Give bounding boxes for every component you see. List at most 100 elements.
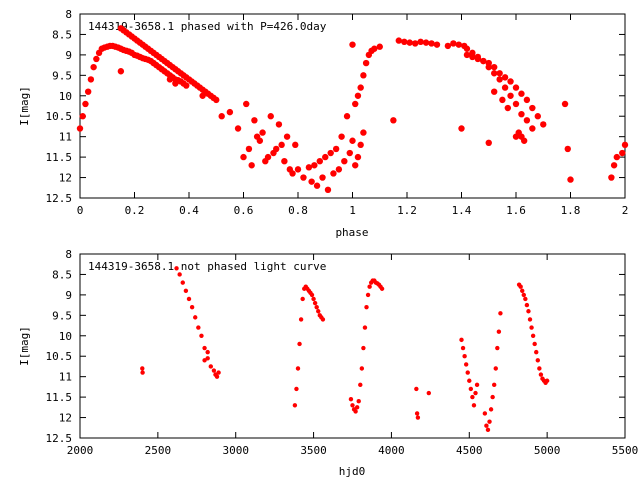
data-point: [415, 415, 421, 420]
data-point: [414, 386, 419, 392]
data-point: [463, 51, 471, 59]
data-point: [544, 378, 550, 383]
data-point: [444, 42, 452, 50]
y-ticks: 8 8.5 9 9.5 10 10.5 11 11.5 12 12.5: [46, 248, 625, 445]
data-point: [294, 166, 302, 173]
data-point: [518, 284, 523, 289]
data-point: [469, 49, 476, 57]
data-point: [140, 370, 145, 375]
data-point: [193, 315, 198, 320]
y-tick-label: 9.5: [52, 69, 72, 82]
x-tick-label: 0: [77, 204, 84, 217]
data-point: [189, 304, 195, 310]
x-tick-label: 1.2: [397, 204, 417, 217]
data-point: [183, 82, 190, 89]
y-tick-label: 8: [65, 8, 72, 21]
data-point: [485, 139, 492, 146]
data-point: [530, 333, 536, 338]
data-point: [319, 174, 326, 181]
data-point: [330, 170, 337, 177]
data-point: [360, 129, 367, 136]
data-point: [507, 78, 514, 85]
x-tick-label: 1.4: [452, 204, 472, 217]
data-point: [426, 390, 431, 396]
data-point: [362, 59, 370, 67]
data-point: [341, 158, 348, 165]
data-point: [610, 162, 618, 169]
data-point: [540, 121, 547, 128]
data-point: [414, 411, 420, 416]
data-point: [256, 137, 264, 144]
data-point: [362, 325, 368, 330]
data-point: [613, 153, 621, 161]
data-point: [467, 378, 472, 383]
data-point: [490, 394, 495, 400]
data-point: [532, 341, 537, 347]
data-point: [226, 108, 234, 116]
data-point: [140, 366, 145, 371]
data-point: [561, 100, 569, 108]
data-point: [84, 88, 92, 95]
y-tick-label: 8: [65, 248, 72, 261]
data-point: [527, 317, 533, 322]
data-point: [320, 317, 326, 322]
data-point: [484, 423, 489, 428]
y-tick-label: 10.5: [46, 110, 73, 123]
data-point: [360, 72, 367, 79]
data-point: [240, 153, 247, 161]
data-point: [496, 76, 503, 83]
data-point: [297, 341, 302, 347]
data-point: [314, 304, 319, 310]
x-tick-label: 4500: [456, 444, 483, 457]
data-point: [496, 329, 502, 334]
data-point: [518, 90, 525, 97]
data-point: [352, 162, 359, 169]
data-point: [512, 84, 520, 91]
data-point: [491, 70, 498, 77]
data-point: [538, 372, 544, 377]
data-point: [316, 309, 321, 314]
data-point: [491, 88, 498, 95]
y-ticks: 8 8.5 9 9.5 10 10.5 11 11.5 12 12.5: [46, 8, 625, 205]
data-point: [205, 349, 210, 355]
unphased-light-curve-panel: 144319-3658.1 not phased light curve hjd…: [18, 248, 638, 478]
data-point: [499, 96, 506, 104]
data-point: [487, 419, 492, 424]
y-tick-label: 12.5: [46, 432, 73, 445]
data-point: [349, 137, 356, 144]
y-tick-label: 10: [59, 330, 72, 343]
chart-title: 144319-3658.1 not phased light curve: [88, 260, 326, 273]
data-point: [251, 117, 258, 124]
data-point: [496, 70, 503, 77]
data-point: [196, 325, 201, 330]
data-point: [289, 170, 296, 177]
data-point: [529, 325, 534, 330]
data-point: [504, 104, 512, 112]
data-point: [309, 292, 315, 298]
data-point: [186, 296, 192, 302]
x-tick-label: 1.8: [561, 204, 581, 217]
data-point: [211, 368, 217, 373]
y-tick-label: 9: [65, 49, 72, 62]
data-point: [177, 272, 182, 277]
data-point: [208, 364, 213, 369]
data-point: [417, 38, 424, 46]
data-point: [174, 266, 179, 271]
x-tick-label: 2000: [67, 444, 94, 457]
data-point: [364, 304, 369, 310]
x-axis-label: phase: [335, 226, 368, 239]
data-point: [411, 40, 419, 47]
data-point: [535, 358, 540, 363]
data-point: [493, 366, 498, 371]
data-points: [140, 266, 550, 433]
data-point: [485, 63, 492, 71]
data-point: [311, 162, 318, 169]
data-point: [492, 382, 497, 388]
phased-light-curve-panel: 144319-3658.1 phased with P=426.0day pha…: [18, 8, 628, 239]
data-point: [379, 286, 385, 291]
y-tick-label: 11: [59, 131, 72, 144]
data-point: [76, 125, 84, 132]
data-point: [395, 37, 403, 44]
x-tick-label: 0.8: [288, 204, 308, 217]
data-point: [358, 382, 363, 388]
